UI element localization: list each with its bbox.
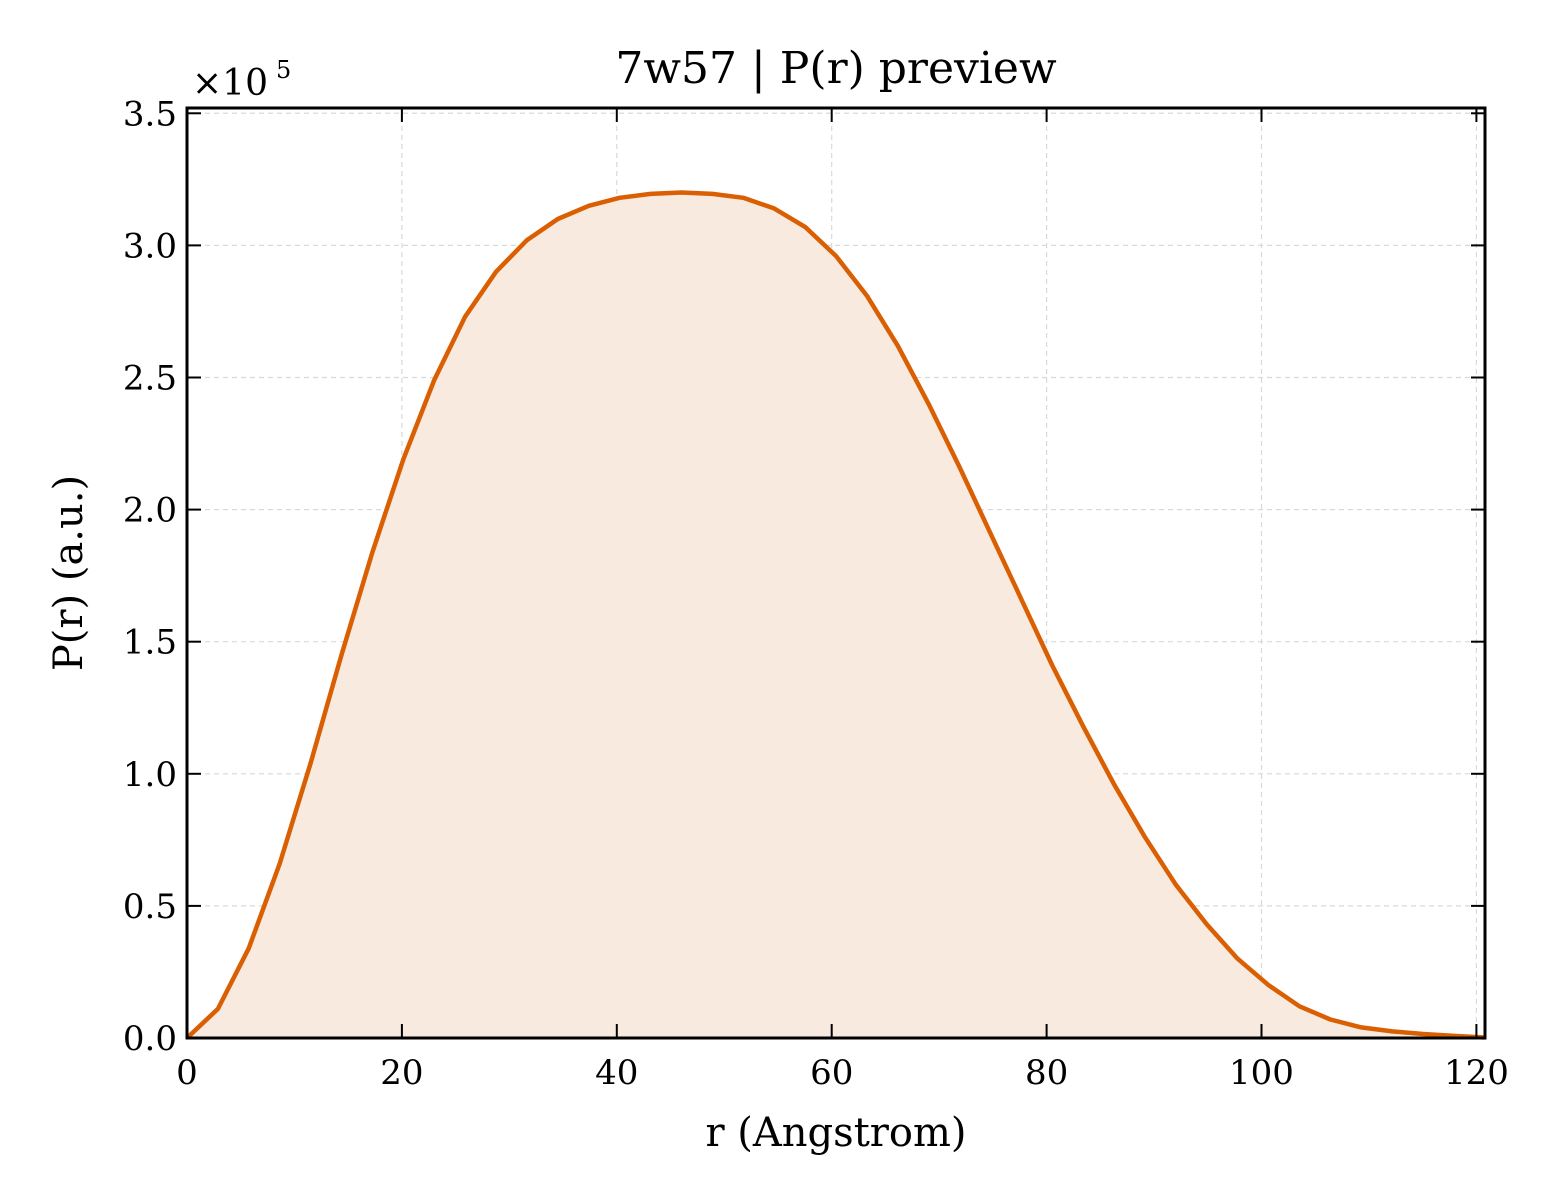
x-tick-label: 20 — [380, 1053, 423, 1093]
y-tick-label: 2.5 — [123, 358, 177, 398]
x-tick-label: 100 — [1229, 1053, 1294, 1093]
y-offset-exponent: 5 — [276, 56, 291, 84]
x-axis-label: r (Angstrom) — [705, 1110, 966, 1156]
y-tick-label: 0.0 — [123, 1019, 177, 1059]
y-axis-label: P(r) (a.u.) — [46, 475, 92, 671]
pr-series-line — [185, 190, 1486, 1040]
y-tick-label: 3.5 — [123, 94, 177, 134]
y-tick-label: 2.0 — [123, 491, 177, 531]
y-tick-label: 0.5 — [123, 887, 177, 927]
axis-ticks — [186, 108, 1485, 1039]
chart-title: 7w57 | P(r) preview — [615, 43, 1057, 94]
y-tick-label: 3.0 — [123, 226, 177, 266]
pr-area-fill — [187, 192, 1485, 1038]
x-tick-label: 40 — [595, 1053, 638, 1093]
x-tick-label: 0 — [176, 1053, 198, 1093]
x-tick-label: 120 — [1444, 1053, 1509, 1093]
y-tick-label: 1.0 — [123, 755, 177, 795]
y-offset-label: ×10 — [192, 63, 268, 104]
y-tick-label: 1.5 — [123, 623, 177, 663]
plot-frame — [185, 106, 1487, 1040]
x-tick-label: 80 — [1025, 1053, 1068, 1093]
x-tick-label: 60 — [810, 1053, 853, 1093]
